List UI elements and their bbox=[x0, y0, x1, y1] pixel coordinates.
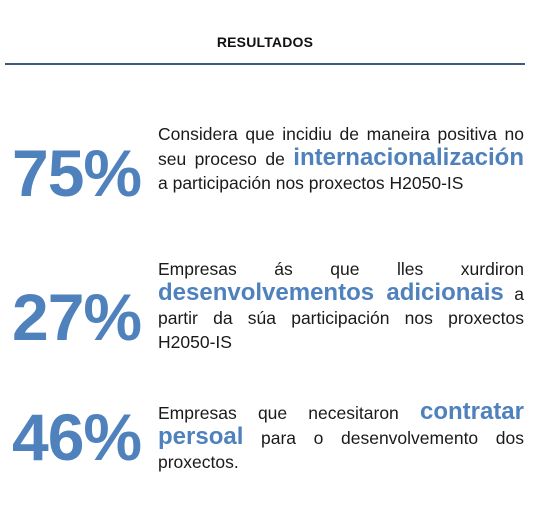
stat-text-after: para o desenvolvemento dos proxectos. bbox=[158, 428, 524, 472]
stat-percentage: 75% bbox=[12, 136, 142, 210]
stat-text-before: Empresas que necesitaron bbox=[158, 403, 420, 423]
stat-highlight: internacionalización bbox=[293, 144, 524, 171]
results-title: RESULTADOS bbox=[216, 34, 314, 50]
stat-percentage: 27% bbox=[12, 280, 142, 354]
stat-highlight: desenvolvementos adicionais bbox=[158, 279, 504, 306]
stat-percentage: 46% bbox=[12, 400, 142, 474]
stat-description: Empresas que necesitaron contratar perso… bbox=[158, 400, 524, 474]
stat-text-after: a participación nos proxectos H2050-IS bbox=[158, 173, 464, 193]
stat-description: Empresas ás que lles xurdiron desenvolve… bbox=[158, 257, 524, 354]
title-divider bbox=[5, 63, 525, 65]
stat-description: Considera que incidiu de maneira positiv… bbox=[158, 122, 524, 195]
stat-text-before: Considera que incidiu de maneira positiv… bbox=[158, 124, 524, 169]
stat-text-before: Empresas ás que lles xurdiron bbox=[158, 259, 524, 279]
stat-text-after: a partir da súa participación nos proxec… bbox=[158, 284, 524, 352]
stat-highlight: contratar persoal bbox=[158, 398, 524, 450]
